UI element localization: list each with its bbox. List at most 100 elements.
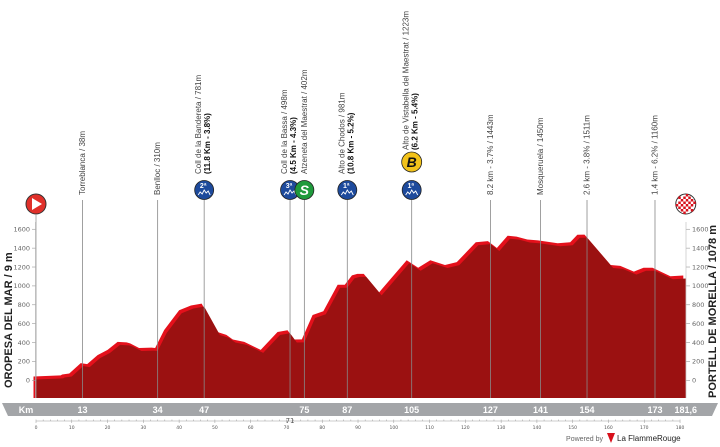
waypoint-detail: (11.8 Km - 3.8%) <box>203 113 212 174</box>
km-scale-label: 140 <box>533 425 542 431</box>
mountain-icon <box>405 189 419 196</box>
checker-square <box>685 199 689 202</box>
km-scale-label: 40 <box>176 425 182 431</box>
km-bar-label: 154 <box>579 405 594 415</box>
waypoint: 1.4 km - 6.2% / 1160m <box>650 115 659 398</box>
climb-category-label: 2ª <box>200 183 207 190</box>
checker-square <box>693 201 696 204</box>
climb-category-label: 1ª <box>343 183 350 190</box>
y-tick-label-right: 1000 <box>692 282 709 290</box>
y-tick-label-left: 200 <box>18 358 30 366</box>
km-bar-label: 127 <box>483 405 498 415</box>
km-bar-label: 173 <box>647 405 662 415</box>
bonus-icon <box>401 151 423 173</box>
profile-area <box>36 237 686 398</box>
waypoint: 2.6 km - 3.8% / 1511m <box>583 115 592 398</box>
km-scale-label: 130 <box>497 425 506 431</box>
checker-square <box>675 204 679 207</box>
km-scale-label: 120 <box>461 425 470 431</box>
checker-square <box>690 204 694 207</box>
checker-square <box>680 209 684 212</box>
checker-square <box>685 204 689 207</box>
km-scale-label: 10 <box>69 425 75 431</box>
y-tick-label-left: 1600 <box>13 226 30 234</box>
km-scale-label: 20 <box>105 425 111 431</box>
km-bar-label: 75 <box>299 405 309 415</box>
waypoint: 1ª B Alto de Vistabella del Maestrat / 122… <box>401 11 423 398</box>
waypoint-detail: (10.8 Km - 5.2%) <box>346 112 355 174</box>
sprint-label: S <box>300 182 310 198</box>
waypoint: 3ª Coll de la Bassa / 498m (4.5 Km - 4.3%) <box>280 89 300 398</box>
y-tick-label-left: 400 <box>18 339 30 347</box>
waypoint-detail: (4.5 Km - 4.3%) <box>289 117 298 174</box>
mountain-icon <box>283 189 297 196</box>
climb-category-label: 3ª <box>286 183 293 190</box>
checker-square <box>678 196 681 199</box>
km-scale-label: 80 <box>319 425 325 431</box>
y-tick-label-right: 1600 <box>692 226 709 234</box>
km-scale-label: 150 <box>568 425 577 431</box>
powered-by-text: Powered by <box>566 436 603 443</box>
y-tick-label-right: 800 <box>692 301 704 309</box>
checker-square <box>685 194 689 197</box>
waypoint-name: 2.6 km - 3.8% / 1511m <box>583 115 592 195</box>
km-scale-label: 180 <box>676 425 685 431</box>
km-bar-label: 105 <box>404 405 419 415</box>
km-bar <box>2 403 718 416</box>
km-scale-label: 70 <box>284 425 290 431</box>
checker-square <box>680 199 684 202</box>
y-tick-label-right: 600 <box>692 320 704 328</box>
checker-square <box>690 199 694 202</box>
waypoint: Benlloc / 310m <box>153 142 162 398</box>
km-scale-label: 160 <box>604 425 613 431</box>
checker-square <box>678 201 681 204</box>
km-scale-label: 100 <box>390 425 399 431</box>
bonus-label: B <box>407 154 417 170</box>
km-scale-label: 170 <box>640 425 649 431</box>
climb-category-label: 1ª <box>407 183 414 190</box>
checker-square <box>683 196 686 199</box>
footer: Powered by La FlammeRouge <box>566 433 681 443</box>
waypoints-layer: Torreblanca / 38m Benlloc / 310m 2ª Coll de… <box>25 11 697 398</box>
waypoint: 8.2 km - 3.7% / 1443m <box>486 114 495 398</box>
waypoint-name: Torreblanca / 38m <box>78 131 87 195</box>
waypoint: Torreblanca / 38m <box>78 131 87 398</box>
waypoint-name: Alto de Vistabella del Maestrat / 1223m <box>402 11 411 150</box>
waypoint-name: 1.4 km - 6.2% / 1160m <box>650 115 659 195</box>
y-tick-label-right: 200 <box>692 358 704 366</box>
waypoint-name: Atzeneta del Maestrat / 402m <box>300 69 309 174</box>
flamme-rouge-logo-icon <box>607 433 615 443</box>
sprint-icon <box>294 180 315 200</box>
y-tick-label-left: 800 <box>18 301 30 309</box>
waypoint-name: Coll de la Bassa / 498m <box>280 89 289 174</box>
waypoint: S Atzeneta del Maestrat / 402m <box>294 69 315 398</box>
km-scale-label: 90 <box>355 425 361 431</box>
waypoint-detail: (6.2 Km - 5.4%) <box>411 93 420 150</box>
waypoint-name: Benlloc / 310m <box>153 142 162 195</box>
checker-square <box>688 201 691 204</box>
checker-square <box>690 209 694 212</box>
waypoint-name: Alto de Chodos / 981m <box>337 92 346 174</box>
km-bar-title: Km <box>19 405 34 415</box>
y-tick-label-right: 1400 <box>692 244 709 252</box>
brand-text: La FlammeRouge <box>617 434 681 443</box>
y-tick-label-left: 1400 <box>13 244 30 252</box>
y-tick-label-left: 600 <box>18 320 30 328</box>
km-bar-label: 181,6 <box>674 405 697 415</box>
y-tick-label-left: 1200 <box>13 263 30 271</box>
km-scale-label: 0 <box>35 425 38 431</box>
km-scale-label: 50 <box>212 425 218 431</box>
km-bar-label: 141 <box>533 405 548 415</box>
waypoint-name: Coll de la Bandereta / 781m <box>194 74 203 174</box>
waypoint-name: Mosqueruela / 1450m <box>536 117 545 195</box>
km-scale-label: 30 <box>140 425 146 431</box>
checker-square <box>683 211 686 214</box>
play-icon <box>32 198 42 210</box>
checker-square <box>683 206 686 209</box>
y-tick-label-left: 0 <box>26 377 30 385</box>
checker-square <box>683 201 686 204</box>
checker-square <box>688 206 691 209</box>
checker-square <box>685 209 689 212</box>
